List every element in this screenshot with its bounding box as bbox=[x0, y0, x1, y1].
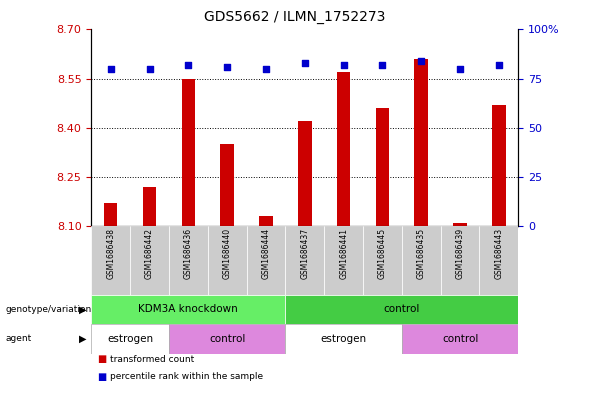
Text: control: control bbox=[442, 334, 478, 344]
Bar bbox=[286, 324, 402, 354]
Point bbox=[262, 66, 271, 72]
Text: GSM1686435: GSM1686435 bbox=[417, 228, 426, 279]
Bar bbox=[91, 226, 130, 295]
Bar bbox=[337, 72, 350, 226]
Text: GSM1686442: GSM1686442 bbox=[145, 228, 154, 279]
Text: ■: ■ bbox=[97, 372, 107, 382]
Text: ▶: ▶ bbox=[79, 334, 86, 344]
Point bbox=[184, 62, 193, 68]
Point bbox=[494, 62, 504, 68]
Text: transformed count: transformed count bbox=[110, 354, 194, 364]
Text: GSM1686439: GSM1686439 bbox=[455, 228, 465, 279]
Bar bbox=[415, 59, 428, 226]
Text: control: control bbox=[209, 334, 246, 344]
Text: GSM1686445: GSM1686445 bbox=[378, 228, 387, 279]
Text: ■: ■ bbox=[97, 354, 107, 364]
Text: GSM1686436: GSM1686436 bbox=[184, 228, 193, 279]
Bar bbox=[492, 105, 506, 226]
Bar bbox=[169, 324, 286, 354]
Bar bbox=[91, 295, 286, 324]
Point bbox=[106, 66, 115, 72]
Point bbox=[300, 60, 310, 66]
Text: GSM1686438: GSM1686438 bbox=[106, 228, 115, 279]
Point bbox=[339, 62, 348, 68]
Point bbox=[145, 66, 154, 72]
Bar bbox=[402, 324, 518, 354]
Bar bbox=[104, 203, 117, 226]
Bar bbox=[441, 226, 479, 295]
Bar bbox=[220, 144, 234, 226]
Bar bbox=[479, 226, 518, 295]
Bar bbox=[91, 324, 169, 354]
Bar bbox=[363, 226, 402, 295]
Text: GSM1686440: GSM1686440 bbox=[223, 228, 231, 279]
Bar bbox=[208, 226, 247, 295]
Bar bbox=[181, 79, 195, 226]
Text: GSM1686441: GSM1686441 bbox=[339, 228, 348, 279]
Text: GSM1686444: GSM1686444 bbox=[262, 228, 270, 279]
Bar bbox=[130, 226, 169, 295]
Bar bbox=[169, 226, 208, 295]
Text: estrogen: estrogen bbox=[107, 334, 153, 344]
Bar bbox=[376, 108, 389, 226]
Bar bbox=[298, 121, 312, 226]
Bar bbox=[259, 216, 273, 226]
Bar bbox=[143, 187, 156, 226]
Text: percentile rank within the sample: percentile rank within the sample bbox=[110, 372, 263, 381]
Point bbox=[455, 66, 465, 72]
Bar bbox=[454, 223, 467, 226]
Text: agent: agent bbox=[6, 334, 32, 343]
Text: estrogen: estrogen bbox=[320, 334, 367, 344]
Text: ▶: ▶ bbox=[79, 305, 86, 314]
Text: KDM3A knockdown: KDM3A knockdown bbox=[138, 305, 238, 314]
Text: genotype/variation: genotype/variation bbox=[6, 305, 92, 314]
Bar bbox=[324, 226, 363, 295]
Point bbox=[416, 58, 426, 64]
Point bbox=[378, 62, 387, 68]
Bar bbox=[402, 226, 441, 295]
Bar bbox=[286, 226, 324, 295]
Bar bbox=[247, 226, 286, 295]
Text: GSM1686443: GSM1686443 bbox=[494, 228, 504, 279]
Bar bbox=[286, 295, 518, 324]
Text: control: control bbox=[383, 305, 420, 314]
Text: GSM1686437: GSM1686437 bbox=[300, 228, 309, 279]
Text: GDS5662 / ILMN_1752273: GDS5662 / ILMN_1752273 bbox=[204, 10, 385, 24]
Point bbox=[223, 64, 232, 70]
